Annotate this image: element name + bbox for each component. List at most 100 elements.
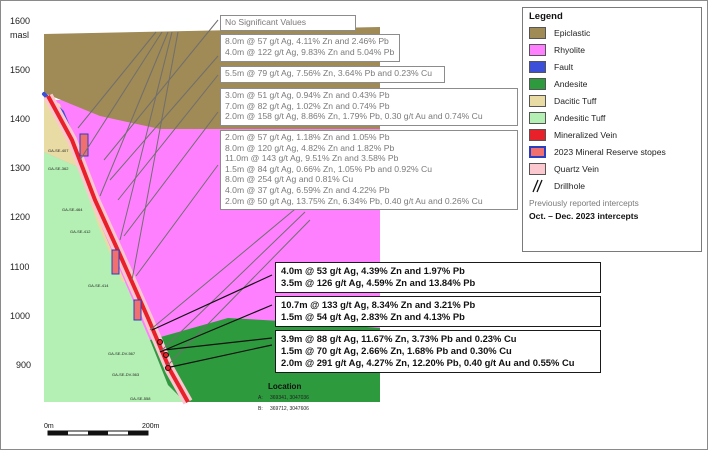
legend-item-fault: Fault [529,58,695,75]
intercept-line: 1.5m @ 54 g/t Ag, 2.83% Zn and 4.13% Pb [281,311,465,322]
legend-label: Andesitic Tuff [554,112,606,123]
intercept-box-previous: 3.0m @ 51 g/t Ag, 0.94% Zn and 0.43% Pb … [220,88,518,126]
legend: Legend Epiclastic Rhyolite Fault Andesit… [522,7,702,252]
elevation-tick-label: 1000 [10,311,30,321]
current-drillholes [151,274,273,369]
drillhole-trace [123,111,219,237]
drillhole-trace [165,344,273,369]
intercept-line: 8.0m @ 254 g/t Ag and 0.81% Cu [225,174,354,185]
legend-label: Mineralized Vein [554,129,618,140]
reserve-stope [79,133,89,157]
location-a-label: A: [258,395,263,401]
legend-swatch [529,145,546,158]
intercept-line: 4.0m @ 37 g/t Ag, 6.59% Zn and 4.22% Pb [225,184,390,195]
drillhole-trace [79,31,163,161]
drillhole-label: GA-SE-464 [62,207,83,212]
intercept-line: No Significant Values [225,17,307,27]
intercept-box-current: 3.9m @ 88 g/t Ag, 11.67% Zn, 3.73% Pb an… [275,330,601,373]
legend-label: Quartz Vein [554,163,599,174]
legend-item-mineralized-vein: Mineralized Vein [529,126,695,143]
reserve-stope [111,249,120,275]
drillhole-label: GA-SE-DV-563 [112,372,140,377]
drillhole-trace [117,74,219,201]
intercept-box-previous: 5.5m @ 79 g/t Ag, 7.56% Zn, 3.64% Pb and… [220,66,445,83]
elevation-axis: 1600 masl 1500 1400 1300 1200 1100 1000 … [10,16,31,370]
legend-label: Dacitic Tuff [554,95,597,106]
intercept-line: 10.7m @ 133 g/t Ag, 8.34% Zn and 3.21% P… [281,299,476,310]
legend-note-current: Oct. – Dec. 2023 intercepts [529,211,639,221]
drillhole-trace [151,274,273,331]
intercept-marker [165,365,171,371]
drillhole-label: GA-SE-362 [48,166,69,171]
dacitic-tuff-unit [44,96,125,282]
intercept-line: 8.0m @ 57 g/t Ag, 4.11% Zn and 2.46% Pb [225,36,389,46]
drillhole-trace [159,304,273,353]
intercept-line: 2.0m @ 291 g/t Ag, 4.27% Zn, 12.20% Pb, … [281,357,575,368]
legend-title: Legend [529,11,563,22]
legend-swatch [529,43,546,56]
legend-label: Andesite [554,78,588,89]
legend-swatch [529,60,546,73]
legend-swatch [529,94,546,107]
legend-item-dacitic-tuff: Dacitic Tuff [529,92,695,109]
intercept-box-current: 4.0m @ 53 g/t Ag, 4.39% Zn and 1.97% Pb … [275,262,601,293]
drillhole-trace [119,31,173,241]
legend-swatch [529,111,546,124]
intercept-line: 1.5m @ 84 g/t Ag, 0.66% Zn, 1.05% Pb and… [225,163,432,174]
legend-swatch [529,128,546,141]
elevation-tick-label: 1100 [10,262,29,272]
drillhole-label: GA-SE-412 [70,229,91,234]
intercept-line: 2.0m @ 158 g/t Ag, 8.86% Zn, 1.79% Pb, 0… [225,111,483,122]
drillhole-label: GA-SE-407 [48,148,69,153]
drillhole-trace [149,204,301,331]
intercept-line: 4.0m @ 122 g/t Ag, 9.83% Zn and 5.04% Pb [225,46,395,57]
intercept-line: 3.0m @ 51 g/t Ag, 0.94% Zn and 0.43% Pb [225,90,390,100]
legend-item-andesitic-tuff: Andesitic Tuff [529,109,695,126]
intercept-line: 8.0m @ 120 g/t Ag, 4.82% Zn and 1.82% Pb [225,142,395,153]
drillhole-label: GA-SE-414 [88,283,109,288]
elevation-tick-label: 1600 [10,16,30,26]
intercept-line: 2.0m @ 50 g/t Ag, 13.75% Zn, 6.34% Pb, 0… [225,195,483,206]
location-a-coords: 369341, 3047036 [270,395,309,401]
intercept-box-previous: 8.0m @ 57 g/t Ag, 4.11% Zn and 2.46% Pb … [220,34,400,62]
location-title: Location [268,382,301,391]
drillhole-icon [532,179,543,192]
intercept-markers [157,339,171,371]
legend-item-reserve-stopes: 2023 Mineral Reserve stopes [529,143,695,160]
previous-drillholes [77,19,311,369]
intercept-line: 3.5m @ 126 g/t Ag, 4.59% Zn and 13.84% P… [281,277,476,288]
legend-item-rhyolite: Rhyolite [529,41,695,58]
drillhole-trace [135,164,219,277]
drillhole-trace [77,31,157,129]
intercept-line: 11.0m @ 143 g/t Ag, 9.51% Zn and 3.58% P… [225,153,399,164]
drillhole-trace [159,211,306,353]
drillhole-trace [164,219,311,369]
legend-label: Rhyolite [554,44,586,55]
intercept-line: 5.5m @ 79 g/t Ag, 7.56% Zn, 3.64% Pb and… [225,68,432,78]
legend-item-quartz-vein: Quartz Vein [529,160,695,177]
drillhole-trace [131,31,179,281]
location-b-coords: 369712, 3047606 [270,406,309,412]
elevation-tick-label: 1200 [10,212,30,222]
scale-bar: 0m 200m [44,423,160,436]
elevation-tick-label: 900 [16,360,31,370]
intercept-marker [157,339,163,345]
legend-swatch [529,162,546,175]
drillhole-trace [103,19,219,161]
legend-label: Fault [554,61,574,72]
elevation-tick-label: 1300 [10,163,30,173]
legend-item-andesite: Andesite [529,75,695,92]
drillhole-trace [109,55,219,181]
legend-label: Epiclastic [554,27,591,38]
reserve-stope [133,299,142,321]
legend-label: Drillhole [554,180,586,191]
axis-unit-label: masl [10,30,29,40]
location-b-label: B: [258,406,263,412]
andesitic-tuff-unit [44,152,185,402]
intercept-line: 3.9m @ 88 g/t Ag, 11.67% Zn, 3.73% Pb an… [281,333,517,344]
drillhole-label: GA-SE-558 [130,396,151,401]
location-block: Location A: 369341, 3047036 B: 369712, 3… [258,382,309,412]
intercept-line: 7.0m @ 82 g/t Ag, 1.02% Zn and 0.74% Pb [225,100,390,111]
legend-swatch [529,26,546,39]
legend-note-previous: Previously reported intercepts [529,198,639,208]
